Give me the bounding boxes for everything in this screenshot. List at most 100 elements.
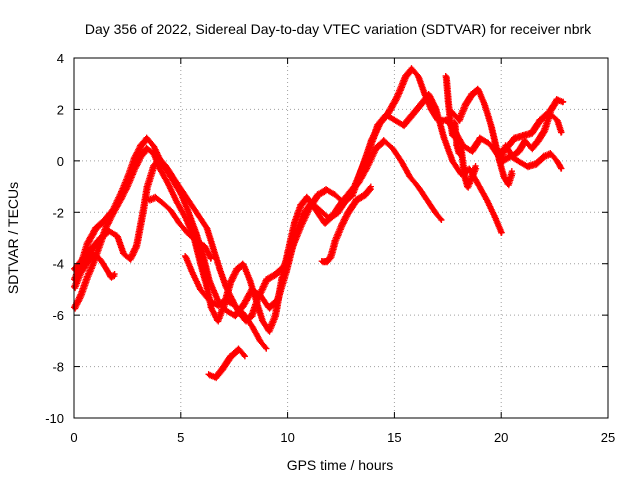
data-point [558, 129, 565, 136]
data-point [239, 260, 246, 267]
data-point [124, 181, 131, 187]
series-track-6 [182, 253, 270, 352]
x-tick-label: 25 [601, 430, 615, 445]
data-point [521, 137, 528, 144]
data-point [214, 301, 221, 308]
data-point [367, 183, 374, 190]
data-point [150, 142, 157, 149]
data-point [197, 286, 204, 293]
data-point [143, 134, 150, 141]
data-point [145, 196, 152, 203]
data-point [344, 209, 351, 216]
data-point [449, 109, 456, 115]
data-point [553, 157, 560, 164]
data-point [464, 183, 471, 190]
data-point [361, 191, 368, 198]
data-point [182, 253, 189, 259]
data-point [438, 217, 445, 223]
data-point [164, 181, 171, 187]
data-point [414, 183, 421, 190]
data-points [71, 65, 567, 382]
data-point [442, 116, 449, 123]
y-tick-label: -2 [52, 205, 64, 220]
data-point [374, 121, 381, 128]
data-point [256, 337, 263, 344]
data-point [534, 137, 541, 144]
data-point [152, 193, 159, 200]
grid [74, 58, 608, 418]
data-point [297, 201, 304, 208]
data-point [226, 278, 233, 285]
data-point [519, 132, 526, 139]
data-point [397, 157, 404, 164]
data-point [201, 242, 208, 249]
data-point [239, 301, 246, 308]
data-point [83, 240, 90, 247]
data-point [113, 232, 120, 239]
data-point [211, 373, 218, 380]
data-point [553, 96, 560, 103]
data-point [218, 366, 225, 373]
data-point [222, 296, 229, 303]
data-point [455, 116, 462, 123]
data-point [150, 163, 157, 169]
data-point [380, 137, 387, 144]
data-point [483, 196, 490, 203]
data-point [143, 145, 150, 151]
data-point [352, 196, 359, 203]
ticks: 0 5 10 15 20 25 -10 -8 -6 -4 -2 0 2 4 [45, 51, 615, 445]
x-tick-label: 0 [70, 430, 77, 445]
data-point [348, 191, 355, 198]
data-point [177, 186, 184, 193]
data-point [105, 227, 112, 234]
data-point [547, 150, 554, 157]
data-point [158, 199, 165, 205]
data-point [357, 168, 364, 175]
data-point [203, 224, 210, 231]
data-point [515, 147, 522, 154]
data-point [186, 199, 193, 205]
data-point [508, 168, 515, 175]
x-tick-label: 5 [177, 430, 184, 445]
data-point [209, 245, 216, 252]
data-point [126, 255, 133, 262]
data-point [389, 145, 396, 151]
data-point [194, 211, 201, 218]
data-point [214, 296, 221, 303]
y-tick-label: -10 [45, 411, 64, 426]
data-point [402, 73, 409, 79]
data-point [205, 371, 212, 378]
series-track-10 [449, 85, 516, 189]
data-point [502, 142, 509, 149]
data-point [323, 258, 330, 265]
data-point [453, 142, 460, 149]
data-point [498, 157, 505, 164]
series-track-8 [318, 183, 374, 266]
data-point [222, 283, 229, 290]
data-point [117, 193, 124, 200]
data-point [474, 85, 481, 92]
data-point [414, 73, 421, 79]
data-point [406, 173, 413, 180]
data-point [233, 265, 240, 272]
data-point [137, 142, 144, 149]
data-point [444, 98, 451, 105]
data-point [312, 206, 319, 213]
data-point [263, 345, 270, 352]
data-point [297, 222, 304, 229]
data-point [338, 222, 344, 229]
data-point [427, 106, 434, 113]
series-track-12 [489, 145, 565, 172]
data-point [431, 209, 438, 216]
data-point [216, 265, 223, 272]
data-point [408, 111, 415, 118]
data-point [205, 296, 212, 303]
data-point [511, 134, 518, 141]
data-point [532, 160, 539, 167]
marker-trace [205, 345, 248, 382]
data-point [156, 155, 163, 162]
data-point [192, 237, 199, 244]
data-point [442, 73, 449, 79]
data-point [120, 250, 127, 257]
